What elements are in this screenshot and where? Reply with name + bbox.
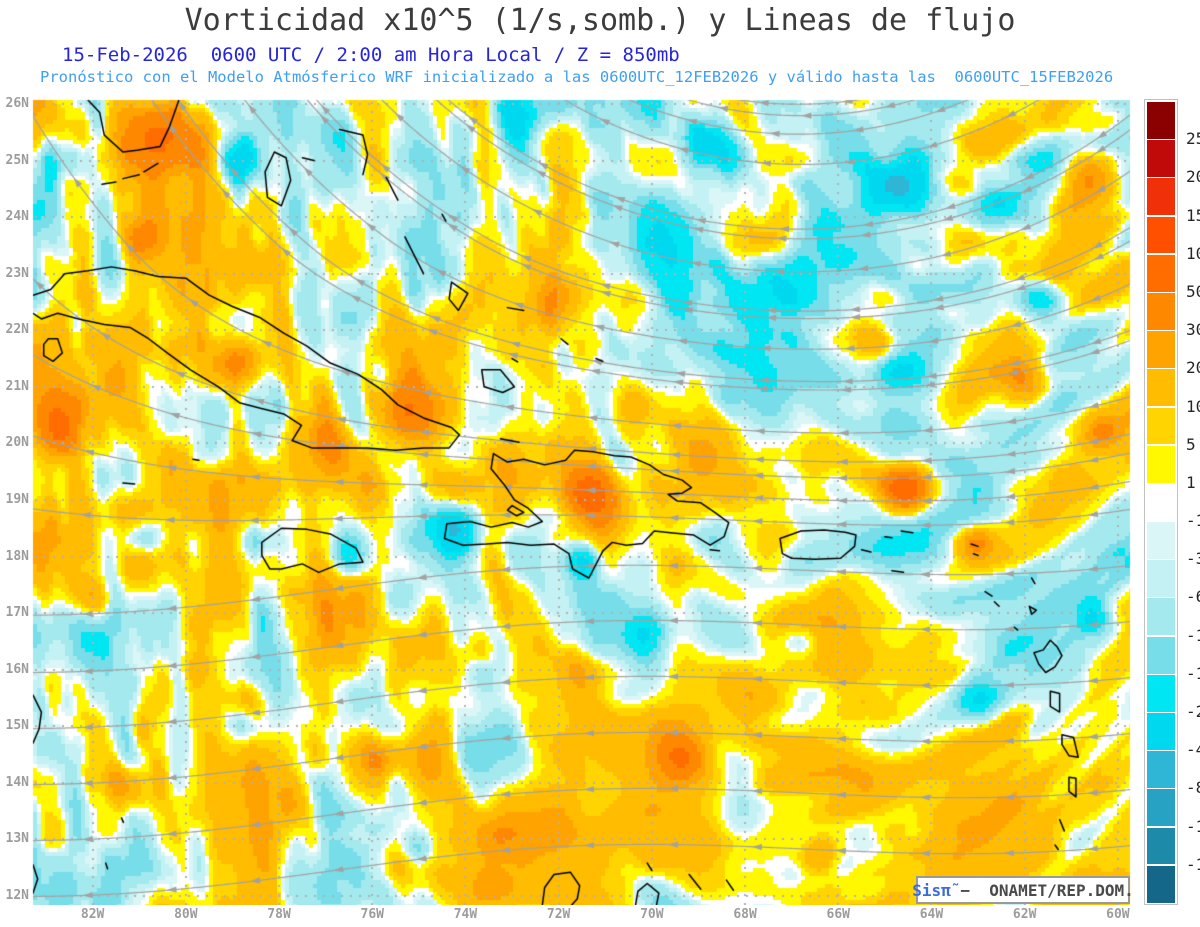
colorbar-tick-label: 10 — [1186, 396, 1200, 416]
subtitle-model: Pronóstico con el Modelo Atmósferico WRF… — [40, 68, 1114, 86]
lat-tick-label: 18N — [5, 548, 29, 564]
colorbar-tick-label: 30 — [1186, 320, 1200, 340]
colorbar-cell — [1147, 674, 1175, 712]
colorbar-tick-label: 20 — [1186, 358, 1200, 378]
colorbar-cell — [1147, 560, 1175, 598]
colorbar-tick-label: -18 — [1186, 663, 1200, 683]
colorbar-tick-label: 250 — [1186, 129, 1200, 149]
lat-tick-label: 22N — [5, 322, 29, 338]
sispi-brand-label: Sisπ̃ — [912, 880, 951, 900]
lon-tick-label: 64W — [919, 907, 944, 922]
colorbar-cell — [1147, 369, 1175, 407]
colorbar-cell — [1147, 254, 1175, 292]
lat-tick-label: 23N — [5, 265, 29, 281]
colorbar-tick-label: 50 — [1186, 281, 1200, 301]
map-title: Vorticidad x10^5 (1/s,somb.) y Lineas de… — [184, 3, 1016, 38]
colorbar-tick-label: 200 — [1186, 167, 1200, 187]
colorbar-cell — [1147, 483, 1175, 521]
lat-tick-label: 26N — [5, 95, 29, 111]
lon-tick-label: 60W — [1106, 907, 1130, 922]
lat-tick-label: 13N — [5, 831, 29, 847]
colorbar-cell — [1147, 827, 1175, 865]
lon-tick-label: 68W — [733, 907, 757, 922]
lon-tick-label: 82W — [80, 907, 105, 922]
lon-tick-label: 76W — [360, 907, 384, 922]
onamet-label: − ONAMET/REP.DOM. — [950, 880, 1134, 900]
colorbar-tick-label: -6 — [1186, 587, 1200, 607]
colorbar-cell — [1147, 178, 1175, 216]
lat-tick-label: 24N — [5, 209, 29, 225]
colorbar-tick-label: 5 — [1186, 434, 1196, 454]
lat-tick-label: 25N — [5, 152, 29, 168]
colorbar-tick-label: 150 — [1186, 205, 1200, 225]
lat-tick-label: 20N — [5, 435, 29, 451]
lon-tick-label: 72W — [546, 907, 571, 922]
credit-box: Sisπ̃ − ONAMET/REP.DOM. — [912, 876, 1134, 904]
colorbar-cell — [1147, 598, 1175, 636]
colorbar-cell — [1147, 636, 1175, 674]
colorbar-cell — [1147, 331, 1175, 369]
lon-tick-label: 66W — [826, 907, 850, 922]
lat-tick-label: 19N — [5, 491, 29, 507]
colorbar-tick-label: 1 — [1186, 472, 1196, 492]
lat-tick-label: 15N — [5, 718, 29, 734]
colorbar-cell — [1147, 522, 1175, 559]
subtitle-datetime: 15-Feb-2026 0600 UTC / 2:00 am Hora Loca… — [62, 44, 680, 66]
colorbar-tick-label: -42 — [1186, 740, 1200, 760]
colorbar-tick-label: 100 — [1186, 243, 1200, 263]
lon-tick-label: 80W — [174, 907, 198, 922]
colorbar-tick-label: -120 — [1186, 816, 1200, 836]
lon-tick-label: 62W — [1012, 907, 1037, 922]
colorbar-cell — [1147, 216, 1175, 254]
lat-tick-label: 14N — [5, 774, 29, 790]
colorbar-tick-label: -3 — [1186, 549, 1200, 569]
colorbar-cell — [1147, 102, 1175, 139]
colorbar-cell — [1147, 713, 1175, 750]
lat-tick-label: 16N — [5, 661, 29, 677]
colorbar-cell — [1147, 751, 1175, 789]
colorbar-tick-label: -12 — [1186, 625, 1200, 645]
colorbar-cell — [1147, 292, 1175, 330]
colorbar-cell — [1147, 789, 1175, 827]
colorbar — [1144, 99, 1178, 905]
colorbar-cell — [1147, 407, 1175, 445]
lon-tick-label: 78W — [267, 907, 291, 922]
colorbar-tick-label: -80 — [1186, 778, 1200, 798]
colorbar-tick-label: -1 — [1186, 511, 1200, 531]
colorbar-cell — [1147, 140, 1175, 178]
lon-tick-label: 70W — [640, 907, 664, 922]
colorbar-tick-label: -26 — [1186, 702, 1200, 722]
lat-tick-label: 21N — [5, 378, 29, 394]
lat-tick-label: 17N — [5, 605, 29, 621]
lon-tick-label: 74W — [453, 907, 478, 922]
colorbar-cell — [1147, 865, 1175, 903]
lat-tick-label: 12N — [5, 887, 29, 903]
colorbar-tick-label: -160 — [1186, 854, 1200, 874]
colorbar-cell — [1147, 445, 1175, 483]
